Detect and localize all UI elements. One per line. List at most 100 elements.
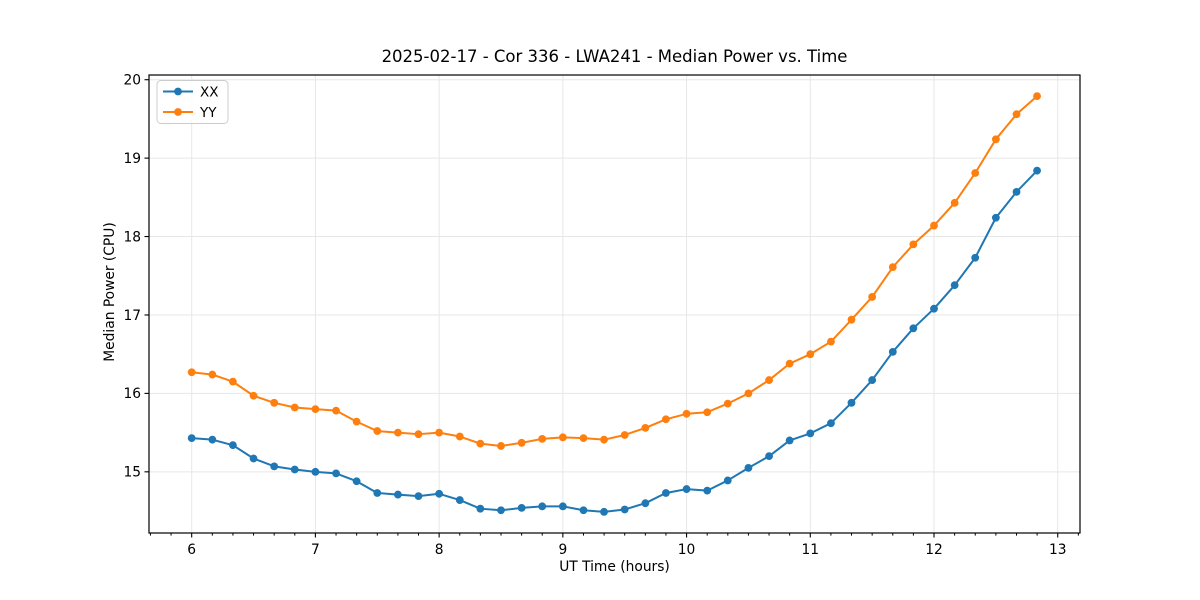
data-point-xx xyxy=(765,452,773,461)
data-point-yy xyxy=(868,293,877,301)
data-point-yy xyxy=(744,389,753,398)
data-point-xx xyxy=(1033,166,1041,175)
data-point-yy xyxy=(806,350,815,359)
data-point-xx xyxy=(682,485,691,493)
data-point-xx xyxy=(435,489,444,498)
x-tick-label: 12 xyxy=(925,542,943,558)
data-point-xx xyxy=(352,477,361,486)
x-tick-label: 9 xyxy=(558,542,567,558)
data-point-yy xyxy=(909,240,918,249)
data-point-yy xyxy=(600,435,608,444)
data-point-xx xyxy=(249,454,258,463)
data-point-xx xyxy=(558,502,567,511)
data-point-yy xyxy=(682,409,691,418)
data-point-xx xyxy=(311,467,320,476)
data-point-yy xyxy=(373,427,382,435)
data-point-xx xyxy=(620,505,629,514)
legend-marker-icon xyxy=(174,87,182,96)
data-point-xx xyxy=(1012,187,1021,196)
data-point-yy xyxy=(785,359,794,368)
data-point-yy xyxy=(765,376,773,384)
data-point-yy xyxy=(435,428,444,437)
data-point-xx xyxy=(538,502,547,511)
data-point-yy xyxy=(558,433,567,442)
data-point-yy xyxy=(641,424,650,432)
y-tick-label: 16 xyxy=(123,386,141,402)
data-point-xx xyxy=(455,496,464,504)
data-point-yy xyxy=(579,434,588,443)
data-point-xx xyxy=(579,506,588,515)
data-point-yy xyxy=(971,169,980,177)
data-point-xx xyxy=(332,469,340,478)
data-point-yy xyxy=(208,370,217,379)
data-point-yy xyxy=(703,408,712,417)
y-axis-label: Median Power (CPU) xyxy=(102,222,118,362)
data-point-yy xyxy=(662,415,670,424)
data-point-xx xyxy=(270,462,279,471)
x-tick-label: 11 xyxy=(802,542,820,558)
legend-marker-icon xyxy=(174,108,182,116)
x-tick-label: 8 xyxy=(435,542,444,558)
data-point-xx xyxy=(991,213,1000,222)
data-point-xx xyxy=(187,434,196,443)
data-point-yy xyxy=(455,432,464,441)
data-point-xx xyxy=(497,506,505,515)
data-point-xx xyxy=(868,376,877,384)
data-point-yy xyxy=(394,428,402,437)
series-line-xx xyxy=(191,169,1038,513)
data-point-xx xyxy=(662,489,670,497)
data-point-xx xyxy=(971,253,980,262)
data-point-xx xyxy=(208,435,217,444)
data-point-yy xyxy=(414,430,423,439)
data-point-yy xyxy=(847,315,856,324)
y-tick-label: 20 xyxy=(123,73,141,89)
legend-entry-label: XX xyxy=(200,84,219,100)
data-point-xx xyxy=(600,507,608,516)
data-point-yy xyxy=(827,337,835,346)
data-point-yy xyxy=(290,403,299,412)
data-point-xx xyxy=(703,486,712,495)
y-tick-label: 18 xyxy=(123,229,141,245)
data-point-yy xyxy=(991,135,1000,144)
data-point-xx xyxy=(228,441,237,450)
data-point-yy xyxy=(1012,110,1021,119)
y-tick-label: 19 xyxy=(123,151,141,167)
y-tick-label: 15 xyxy=(123,465,141,481)
data-point-yy xyxy=(228,377,237,386)
data-point-xx xyxy=(909,324,918,333)
chart-title: 2025-02-17 - Cor 336 - LWA241 - Median P… xyxy=(381,47,848,66)
data-point-yy xyxy=(620,431,629,439)
data-point-yy xyxy=(1033,92,1041,101)
data-point-yy xyxy=(517,438,526,447)
data-point-xx xyxy=(723,476,732,485)
data-point-yy xyxy=(249,391,258,400)
data-point-xx xyxy=(785,436,794,445)
data-point-xx xyxy=(847,398,856,407)
data-point-xx xyxy=(950,281,959,290)
data-point-yy xyxy=(538,434,547,443)
data-point-yy xyxy=(187,368,196,377)
x-tick-label: 7 xyxy=(311,542,320,558)
data-point-yy xyxy=(723,399,732,408)
data-point-xx xyxy=(888,347,897,356)
x-axis-label: UT Time (hours) xyxy=(559,559,670,575)
data-point-yy xyxy=(930,221,938,230)
data-point-xx xyxy=(827,419,835,428)
data-point-xx xyxy=(290,465,299,474)
data-point-yy xyxy=(497,442,505,450)
y-tick-label: 17 xyxy=(123,308,141,324)
data-point-yy xyxy=(888,263,897,272)
data-point-xx xyxy=(806,429,815,438)
x-tick-label: 13 xyxy=(1049,542,1067,558)
data-point-xx xyxy=(414,492,423,501)
data-point-yy xyxy=(332,406,340,415)
data-point-yy xyxy=(352,417,361,426)
data-point-xx xyxy=(930,304,938,313)
data-point-xx xyxy=(641,499,650,508)
data-point-yy xyxy=(311,405,320,413)
x-tick-label: 6 xyxy=(187,542,196,558)
data-point-xx xyxy=(373,489,382,497)
legend-entry-label: YY xyxy=(199,105,217,121)
